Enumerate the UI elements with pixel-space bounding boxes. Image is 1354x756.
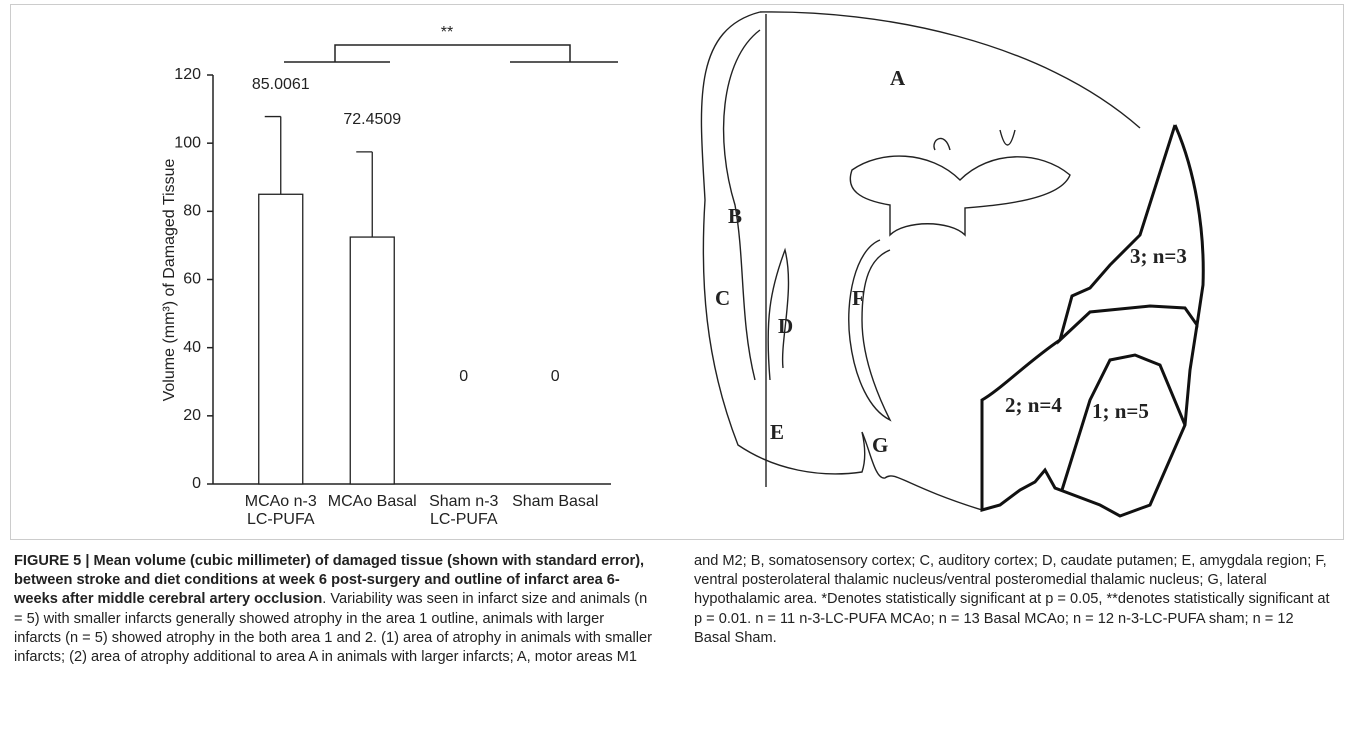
bar — [349, 236, 395, 485]
y-tick-label: 40 — [183, 339, 201, 356]
figure: Volume (mm³) of Damaged Tissue ** A B C … — [161, 11, 1205, 528]
value-label: 0 — [459, 368, 468, 385]
figure-frame — [10, 4, 1344, 540]
x-tick-label: MCAo Basal — [328, 493, 417, 510]
region-label: E — [770, 420, 784, 444]
region-label: C — [715, 286, 730, 310]
significance-bracket — [284, 44, 618, 63]
x-tick-label: Sham n-3 — [429, 493, 498, 510]
y-tick-label: 20 — [183, 407, 201, 424]
caption-body: . Variability was seen in infarct size a… — [14, 553, 1330, 666]
y-axis-label: Volume (mm³) of Damaged Tissue — [161, 159, 178, 402]
region-label: B — [728, 204, 742, 228]
infarct-outlines — [980, 124, 1205, 518]
value-label: 0 — [551, 368, 560, 385]
bar — [258, 193, 304, 485]
region-label: A — [890, 66, 906, 90]
infarct-label: 3; n=3 — [1130, 244, 1187, 268]
y-tick-label: 100 — [174, 134, 201, 151]
y-tick-label: 0 — [192, 475, 201, 492]
x-tick-label: LC-PUFA — [430, 511, 498, 528]
infarct-label: 2; n=4 — [1005, 393, 1062, 417]
x-tick-label: MCAo n-3 — [245, 493, 317, 510]
region-label: F — [852, 286, 865, 310]
value-label: 85.0061 — [252, 76, 310, 93]
y-tick-label: 120 — [174, 66, 201, 83]
value-label: 72.4509 — [343, 111, 401, 128]
infarct-label: 1; n=5 — [1092, 399, 1149, 423]
caption-title: FIGURE 5 | Mean volume (cubic millimeter… — [14, 553, 645, 608]
y-tick-label: 60 — [183, 271, 201, 288]
y-tick-label: 80 — [183, 203, 201, 220]
error-bar — [356, 151, 373, 238]
x-tick-label: LC-PUFA — [247, 511, 315, 528]
caption: FIGURE 5 | Mean volume (cubic millimeter… — [14, 552, 1334, 667]
x-tick-label: Sham Basal — [512, 493, 598, 510]
brain-outline — [700, 11, 1141, 511]
region-label: G — [872, 433, 888, 457]
error-bar — [264, 115, 282, 195]
region-label: D — [778, 314, 793, 338]
significance-label: ** — [441, 24, 453, 41]
